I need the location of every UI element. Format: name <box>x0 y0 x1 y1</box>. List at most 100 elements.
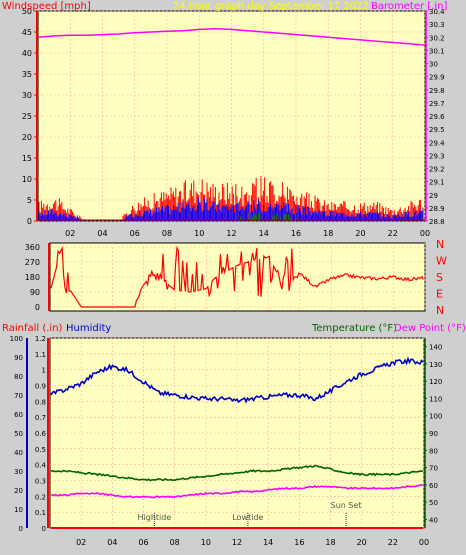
annotation-label: Lowtide <box>232 513 263 522</box>
temp-plot-area <box>49 337 425 529</box>
wind-x-tick-label: 20 <box>355 229 365 238</box>
temperature-tick-label: 80 <box>429 447 438 455</box>
barometer-tick-label: 30 <box>429 61 438 69</box>
windspeed-tick-label: 50 <box>22 7 32 16</box>
rain-tick-label: 0.3 <box>35 478 46 486</box>
direction-axis: 0 90 180 270 360 <box>25 243 50 312</box>
wind-x-tick-label: 02 <box>65 229 75 238</box>
temp-x-tick-label: 18 <box>325 538 335 547</box>
temp-x-tick-label: 20 <box>357 538 367 547</box>
wind-x-tick-label: 12 <box>226 229 236 238</box>
barometer-tick-label: 29.9 <box>429 74 445 82</box>
windspeed-tick-label: 30 <box>22 91 32 100</box>
windspeed-tick-label: 0 <box>27 217 32 226</box>
temp-x-tick-label: 16 <box>294 538 304 547</box>
humidity-tick-label: 60 <box>14 411 23 419</box>
annotation-label: Hightide <box>138 513 172 522</box>
barometer-tick-label: 30.4 <box>429 8 445 16</box>
compass-label: N <box>436 304 444 317</box>
temp-x-tick-label: 10 <box>201 538 211 547</box>
rain-tick-label: 0.4 <box>35 462 47 470</box>
direction-tick-label: 270 <box>25 258 40 267</box>
rain-tick-label: 0.5 <box>35 446 46 454</box>
direction-tick-label: 0 <box>35 303 40 312</box>
humidity-tick-label: 70 <box>14 392 23 400</box>
wind-marks <box>37 27 426 221</box>
direction-tick-label: 90 <box>30 288 40 297</box>
wind-x-axis: 02 04 06 08 10 12 14 16 18 20 22 00 <box>65 229 430 238</box>
rain-tick-label: 0.2 <box>35 493 46 501</box>
windspeed-axis: 0 5 10 15 20 25 30 35 40 45 50 <box>22 7 38 226</box>
wind-grid <box>38 10 426 222</box>
wind-x-tick-label: 10 <box>194 229 204 238</box>
direction-marks <box>50 245 424 308</box>
barometer-tick-label: 28.8 <box>429 218 445 226</box>
temperature-tick-label: 110 <box>429 395 442 403</box>
temperature-line <box>50 464 424 482</box>
windspeed-tick-label: 20 <box>22 133 32 142</box>
temperature-axis: 40 50 60 70 80 90 100 110 120 130 140 <box>424 338 442 528</box>
humidity-tick-label: 90 <box>14 354 23 362</box>
barometer-tick-label: 28.9 <box>429 205 445 213</box>
temperature-tick-label: 90 <box>429 430 438 438</box>
wind-x-tick-label: 04 <box>97 229 107 238</box>
rain-tick-label: 0.9 <box>35 383 46 391</box>
wind-direction-line <box>50 245 424 308</box>
barometer-axis: 28.8 28.9 29 29.1 29.2 29.3 29.4 29.5 29.6 29.7 29… <box>425 8 445 226</box>
compass-label: W <box>436 255 447 268</box>
wind-x-tick-label: 16 <box>291 229 301 238</box>
temp-x-tick-label: 12 <box>232 538 242 547</box>
temp-x-tick-label: 08 <box>170 538 180 547</box>
windspeed-tick-label: 15 <box>22 154 32 163</box>
rain-tick-label: 0.6 <box>35 430 47 438</box>
compass-label: E <box>436 288 443 301</box>
temperature-tick-label: 50 <box>429 499 438 507</box>
direction-tick-label: 180 <box>25 273 40 282</box>
dew-point-line <box>51 483 424 499</box>
compass-label: S <box>436 271 443 284</box>
temp-humidity-panel: 0 0.1 0.2 0.3 0.4 0.5 0.6 0.7 0.8 0.9 1 1.1 1.2 0 10 20… <box>2 323 466 547</box>
barometer-tick-label: 29.2 <box>429 166 445 174</box>
annotation-label: Sun Set <box>331 501 362 510</box>
windspeed-tick-label: 40 <box>22 49 32 58</box>
temperature-tick-label: 130 <box>429 361 442 369</box>
humidity-tick-label: 40 <box>14 449 23 457</box>
dew-point-label: Dew Point (°F) <box>394 323 466 334</box>
windspeed-tick-label: 35 <box>22 70 32 79</box>
temp-x-tick-label: 00 <box>419 538 429 547</box>
windspeed-tick-label: 45 <box>22 28 32 37</box>
humidity-tick-label: 20 <box>14 487 23 495</box>
rain-tick-label: 1.2 <box>35 335 46 343</box>
rain-tick-label: 0.8 <box>35 398 46 406</box>
humidity-tick-label: 100 <box>10 335 23 343</box>
temperature-tick-label: 40 <box>429 516 438 524</box>
barometer-tick-label: 29.4 <box>429 139 445 147</box>
rain-tick-label: 1 <box>42 367 46 375</box>
tide-sun-annotations: Hightide Lowtide Sun Set <box>138 501 362 528</box>
temp-x-tick-label: 06 <box>138 538 148 547</box>
barometer-tick-label: 29.8 <box>429 87 445 95</box>
rain-tick-label: 0.1 <box>35 509 46 517</box>
wind-x-tick-label: 08 <box>162 229 172 238</box>
graph-title: 24 hour graph day September 17 2022 <box>173 1 369 12</box>
windspeed-tick-label: 10 <box>22 175 32 184</box>
rain-tick-label: 1.1 <box>35 351 46 359</box>
barometer-tick-label: 29 <box>429 192 438 200</box>
temperature-tick-label: 60 <box>429 482 438 490</box>
wind-x-tick-label: 14 <box>259 229 269 238</box>
direction-tick-label: 360 <box>25 243 40 252</box>
humidity-tick-label: 30 <box>14 468 23 476</box>
temp-x-tick-label: 02 <box>76 538 86 547</box>
barometer-tick-label: 29.3 <box>429 152 445 160</box>
rainfall-label: Rainfall (.in) <box>2 323 63 334</box>
barometer-tick-label: 29.7 <box>429 100 445 108</box>
barometer-line <box>37 27 426 46</box>
temp-x-tick-label: 04 <box>107 538 117 547</box>
barometer-tick-label: 29.5 <box>429 126 445 134</box>
wind-x-tick-label: 00 <box>420 229 430 238</box>
temp-marks <box>50 356 424 529</box>
windspeed-tick-label: 25 <box>22 112 32 121</box>
